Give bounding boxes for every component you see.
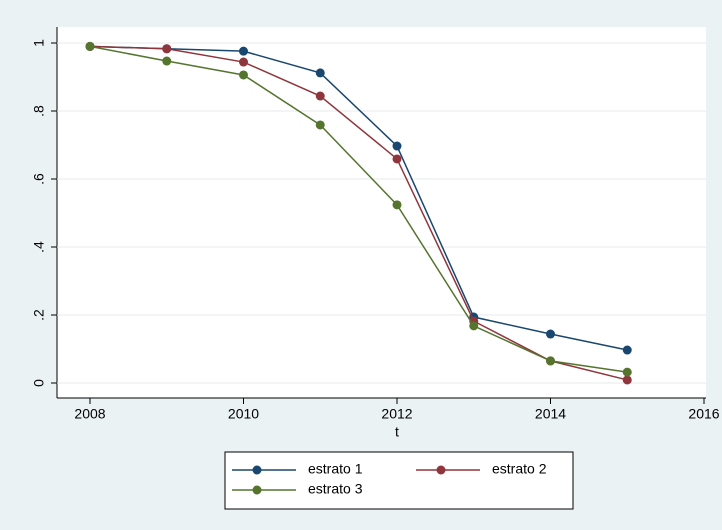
point xyxy=(239,57,248,67)
x-tick-label: 2016 xyxy=(688,406,719,422)
point xyxy=(622,375,632,385)
y-tick-label: .8 xyxy=(31,105,47,117)
y-tick-label: 0 xyxy=(31,379,47,387)
point xyxy=(315,120,325,130)
point xyxy=(85,41,95,51)
point xyxy=(622,345,632,355)
point xyxy=(315,68,325,78)
series-line xyxy=(89,45,628,351)
point xyxy=(469,321,479,331)
legend xyxy=(224,451,574,510)
point xyxy=(239,70,248,80)
legend-label: estrato 3 xyxy=(308,481,363,497)
point xyxy=(546,329,555,339)
point xyxy=(162,56,172,66)
point xyxy=(162,44,172,54)
point xyxy=(239,46,248,56)
y-tick-label: .2 xyxy=(31,309,47,321)
point xyxy=(546,356,555,366)
point xyxy=(622,367,632,377)
y-tick-label: .4 xyxy=(31,241,47,253)
point xyxy=(392,154,402,164)
point xyxy=(392,200,402,210)
legend-marker xyxy=(436,465,446,475)
plot-area xyxy=(57,27,706,398)
y-tick-label: 1 xyxy=(31,39,47,47)
x-tick-label: 2014 xyxy=(535,406,566,422)
y-tick-label: .6 xyxy=(31,173,47,185)
x-tick-label: 2012 xyxy=(381,406,412,422)
point xyxy=(392,141,402,151)
legend-label: estrato 1 xyxy=(308,461,363,477)
point xyxy=(315,91,325,101)
series-line xyxy=(89,45,628,373)
x-tick-label: 2010 xyxy=(228,406,259,422)
legend-label: estrato 2 xyxy=(492,461,547,477)
x-axis-label: t xyxy=(395,424,399,440)
legend-marker xyxy=(252,485,262,495)
legend-marker xyxy=(252,465,262,475)
x-tick-label: 2008 xyxy=(74,406,105,422)
